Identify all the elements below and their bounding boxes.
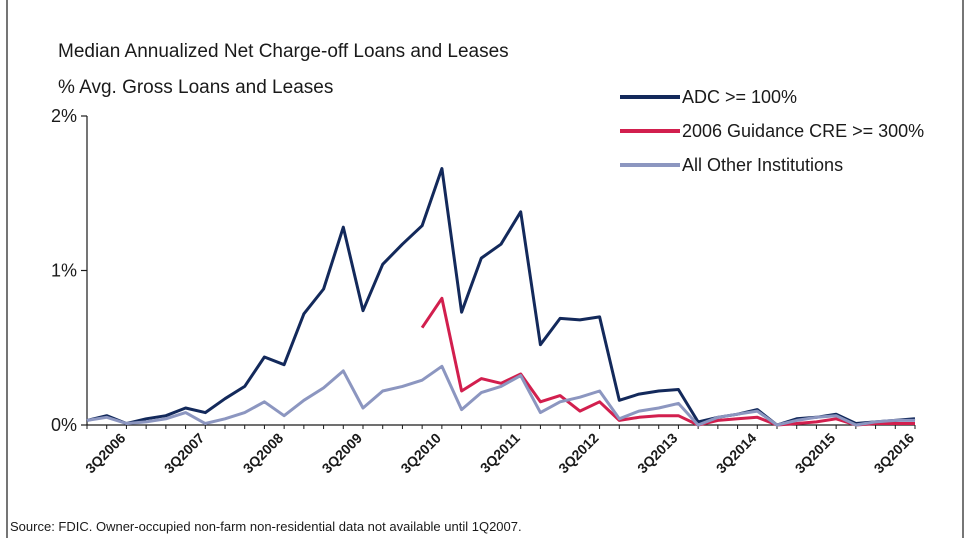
series-line (420, 296, 915, 427)
x-tick-label: 3Q2010 (397, 430, 444, 477)
source-note: Source: FDIC. Owner-occupied non-farm no… (10, 519, 522, 534)
x-tick-label: 3Q2006 (82, 430, 129, 477)
series-line (86, 364, 915, 427)
chart-subtitle: % Avg. Gross Loans and Leases (58, 77, 333, 98)
x-tick-label: 3Q2013 (634, 430, 681, 477)
frame (6, 0, 964, 538)
x-tick-label: 3Q2014 (713, 430, 760, 477)
y-tick-label: 1% (51, 261, 77, 281)
legend-label: 2006 Guidance CRE >= 300% (682, 121, 924, 141)
x-tick-label: 3Q2015 (792, 430, 839, 477)
y-tick-label: 2% (51, 106, 77, 126)
x-tick-label: 3Q2012 (555, 430, 602, 477)
legend-label: ADC >= 100% (682, 87, 797, 107)
x-tick-label: 3Q2009 (319, 430, 366, 477)
x-tick-label: 3Q2008 (240, 430, 287, 477)
legend-label: All Other Institutions (682, 155, 843, 175)
y-tick-label: 0% (51, 415, 77, 435)
chart-title: Median Annualized Net Charge-off Loans a… (58, 41, 509, 62)
x-tick-label: 3Q2011 (477, 430, 523, 476)
x-tick-label: 3Q2007 (161, 430, 208, 477)
x-tick-label: 3Q2016 (871, 430, 918, 477)
